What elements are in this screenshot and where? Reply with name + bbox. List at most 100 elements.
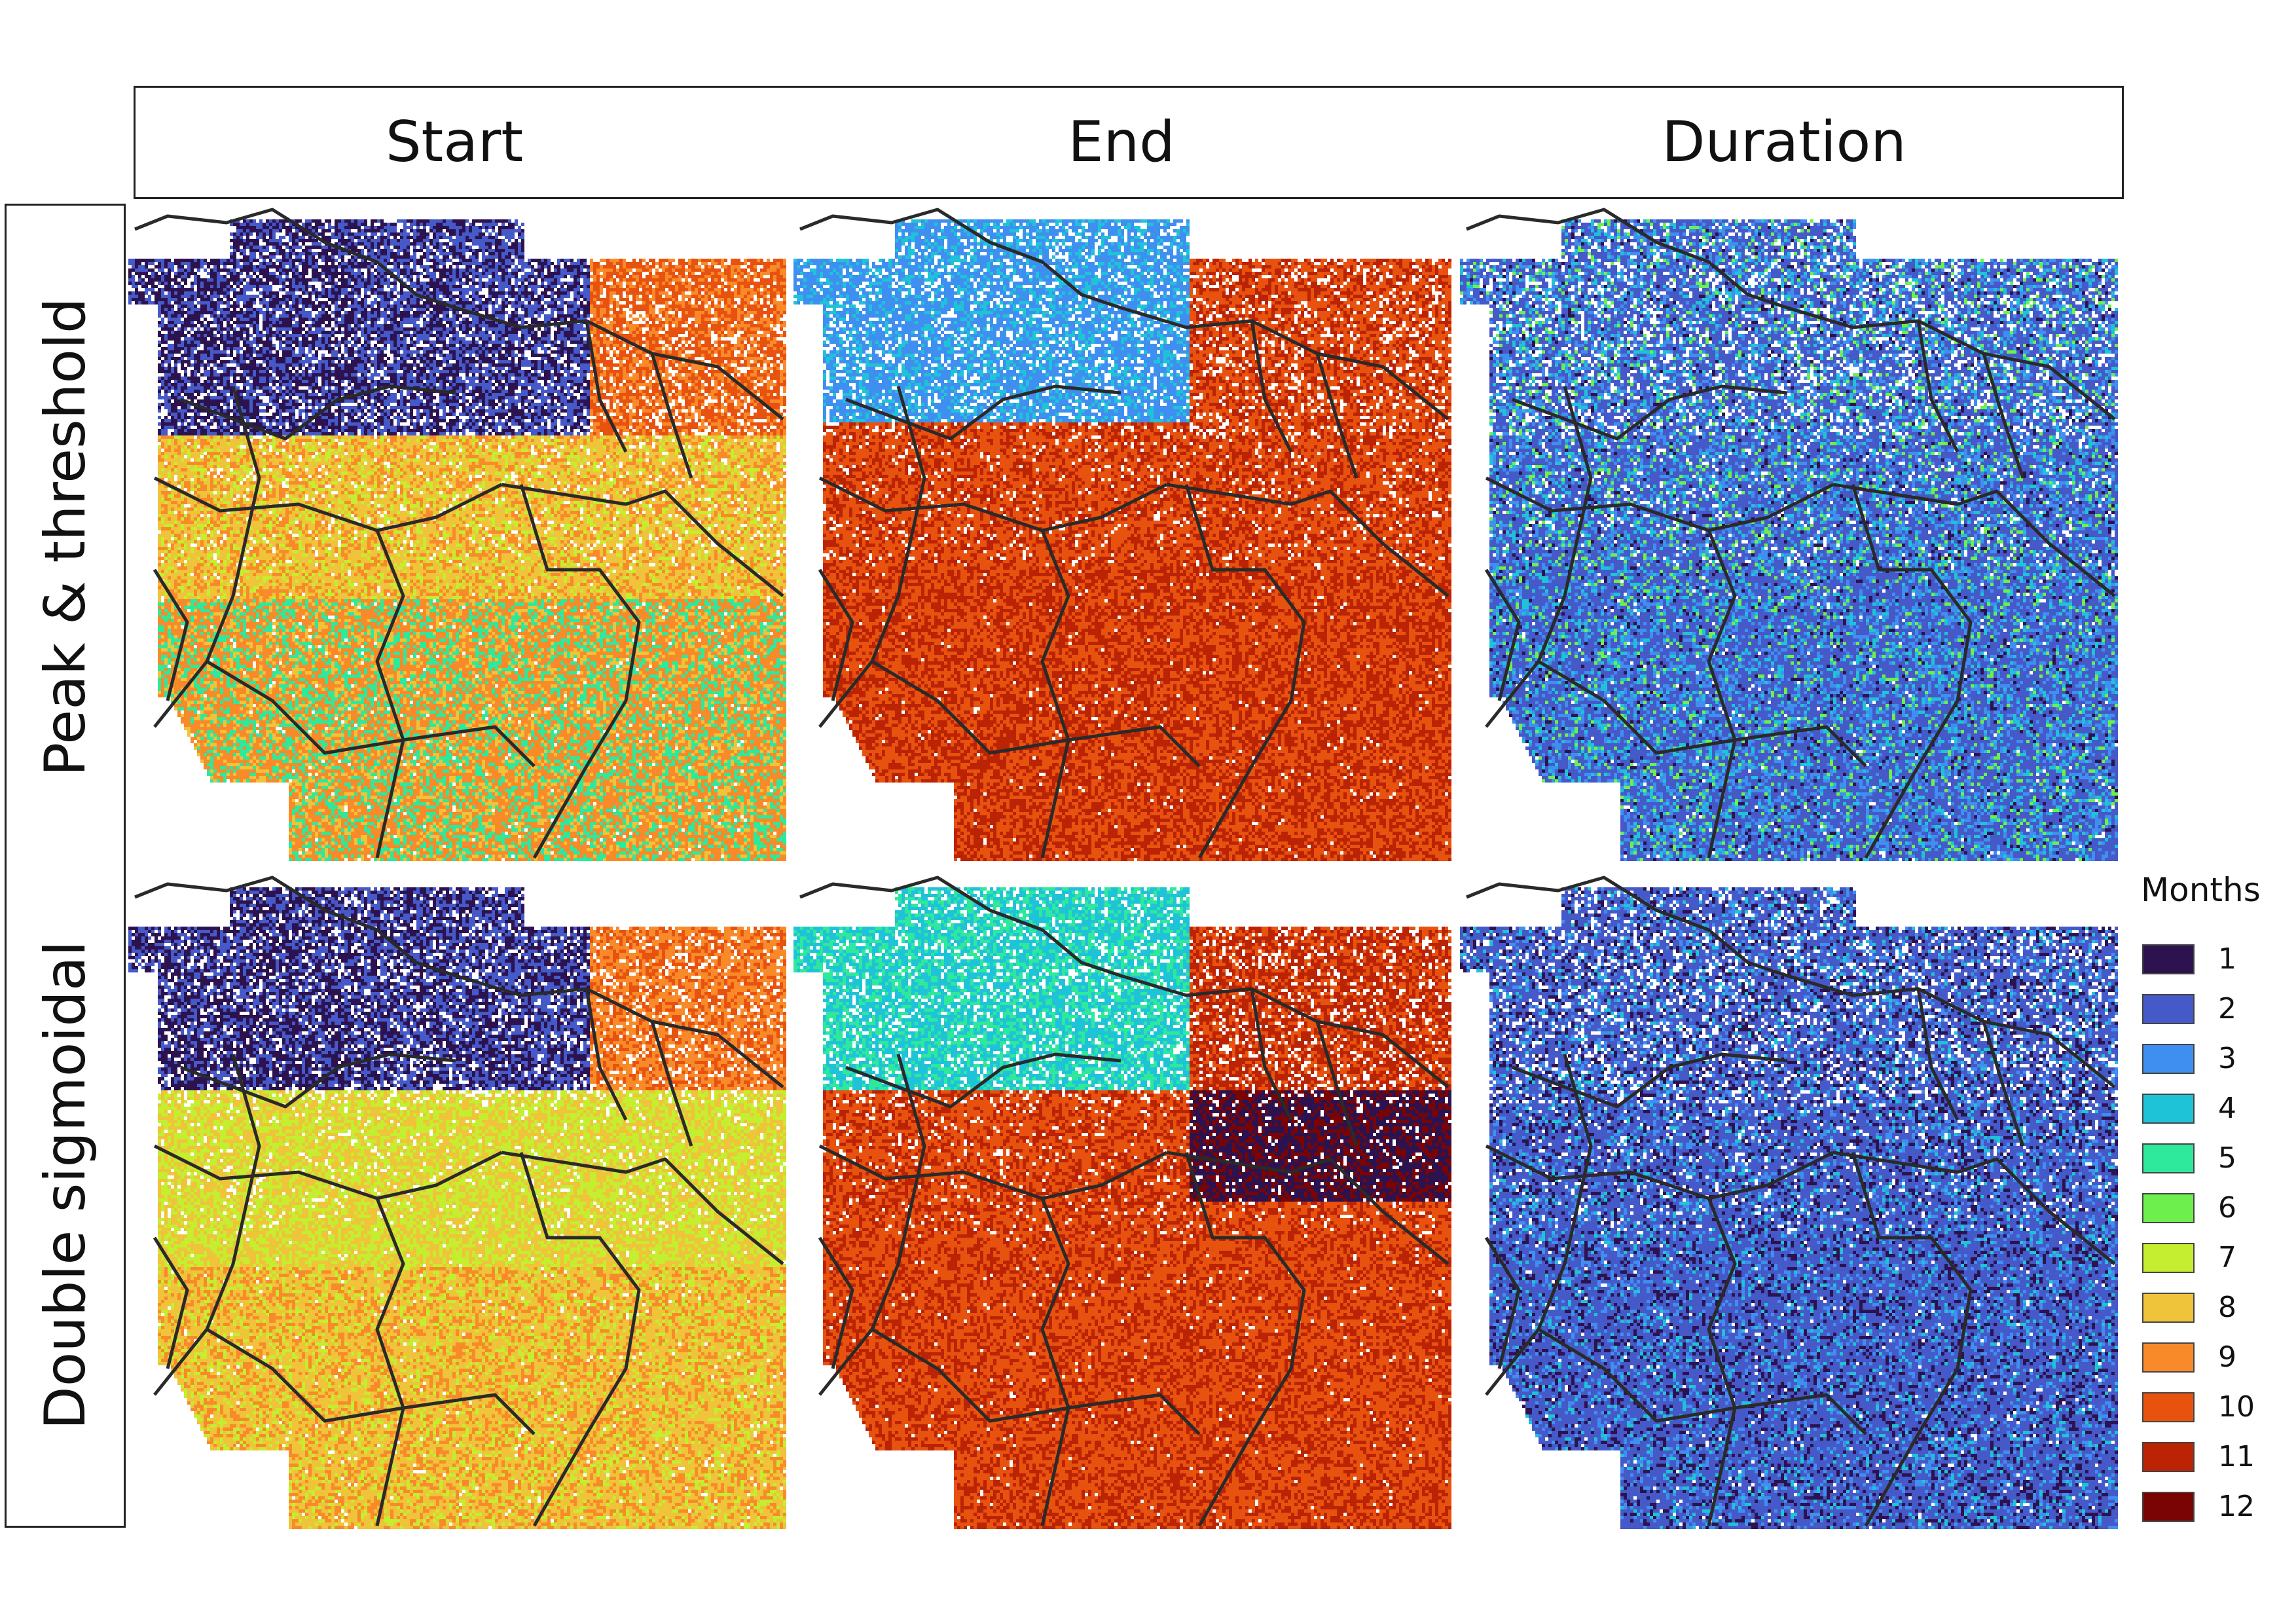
column-title-start: Start bbox=[385, 109, 524, 175]
border-line bbox=[845, 384, 1121, 441]
border-line bbox=[519, 484, 641, 859]
border-line bbox=[1315, 353, 1358, 479]
legend-swatch bbox=[2142, 1143, 2195, 1173]
legend-swatch bbox=[2142, 1243, 2195, 1273]
border-line bbox=[845, 1052, 1121, 1109]
border-line bbox=[180, 1052, 456, 1109]
legend-swatch bbox=[2142, 994, 2195, 1024]
border-line bbox=[1040, 1198, 1070, 1526]
legend-label: 3 bbox=[2218, 1042, 2236, 1075]
border-line bbox=[153, 568, 189, 701]
border-line bbox=[375, 530, 405, 858]
legend-swatch bbox=[2142, 1293, 2195, 1323]
border-line bbox=[1250, 320, 1293, 453]
border-line bbox=[519, 1152, 641, 1527]
column-title-duration: Duration bbox=[1662, 109, 1906, 175]
border-line bbox=[818, 568, 854, 701]
border-line bbox=[1484, 568, 1521, 701]
legend-label: 5 bbox=[2218, 1141, 2236, 1175]
country-borders bbox=[1466, 876, 2116, 1527]
legend-swatch bbox=[2142, 1492, 2195, 1522]
border-line bbox=[1040, 530, 1070, 858]
border-line bbox=[1512, 1052, 1788, 1109]
border-line bbox=[1315, 1021, 1358, 1147]
border-line bbox=[818, 1054, 926, 1396]
border-line bbox=[153, 1054, 261, 1396]
border-line bbox=[1537, 659, 1867, 767]
country-borders bbox=[134, 208, 784, 859]
border-line bbox=[871, 1327, 1201, 1435]
border-line bbox=[1184, 1152, 1306, 1527]
border-line bbox=[153, 1236, 189, 1369]
legend-label: 11 bbox=[2218, 1440, 2255, 1473]
border-line bbox=[206, 1327, 536, 1435]
country-borders bbox=[1466, 208, 2116, 859]
column-title-end: End bbox=[1068, 109, 1175, 175]
legend-label: 8 bbox=[2218, 1291, 2236, 1324]
border-line bbox=[1982, 353, 2025, 479]
border-line bbox=[1537, 1327, 1867, 1435]
border-line bbox=[1166, 1151, 1449, 1265]
border-line bbox=[1166, 483, 1449, 597]
border-line bbox=[153, 476, 503, 532]
legend-label: 2 bbox=[2218, 992, 2236, 1025]
legend-swatch bbox=[2142, 1442, 2195, 1472]
border-line bbox=[650, 353, 693, 479]
border-line bbox=[1485, 386, 1593, 728]
border-line bbox=[818, 386, 926, 728]
map-duration-double-sigmoidal bbox=[1460, 871, 2118, 1529]
row-header-box bbox=[5, 204, 126, 1528]
legend-label: 9 bbox=[2218, 1340, 2236, 1374]
map-end-double-sigmoidal bbox=[793, 871, 1451, 1529]
border-line bbox=[818, 476, 1168, 532]
legend-label: 4 bbox=[2218, 1092, 2236, 1125]
border-line bbox=[1832, 1151, 2116, 1265]
legend-swatch bbox=[2142, 1044, 2195, 1074]
country-borders bbox=[799, 208, 1449, 859]
legend-label: 7 bbox=[2218, 1241, 2236, 1274]
border-line bbox=[180, 384, 456, 441]
country-borders bbox=[134, 876, 784, 1527]
border-line bbox=[153, 386, 261, 728]
border-line bbox=[1851, 1152, 1973, 1527]
border-line bbox=[1916, 320, 1959, 453]
legend-swatch bbox=[2142, 944, 2195, 974]
legend-swatch bbox=[2142, 1342, 2195, 1373]
border-line bbox=[1250, 988, 1293, 1121]
border-line bbox=[1485, 1054, 1593, 1396]
map-start-peak-threshold bbox=[128, 203, 786, 861]
border-line bbox=[1707, 530, 1737, 858]
legend-label: 10 bbox=[2218, 1390, 2255, 1424]
legend-label: 12 bbox=[2218, 1490, 2255, 1523]
border-line bbox=[1851, 484, 1973, 859]
legend-swatch bbox=[2142, 1392, 2195, 1422]
border-line bbox=[585, 988, 628, 1121]
legend-title: Months bbox=[2141, 871, 2261, 909]
map-duration-peak-threshold bbox=[1460, 203, 2118, 861]
legend-label: 1 bbox=[2218, 942, 2236, 976]
row-title-double-sigmoidal: Double sigmoidal bbox=[33, 940, 98, 1430]
border-line bbox=[1485, 476, 1834, 532]
border-line bbox=[1485, 1144, 1834, 1200]
border-line bbox=[818, 1144, 1168, 1200]
border-line bbox=[1707, 1198, 1737, 1526]
border-line bbox=[206, 659, 536, 767]
legend-label: 6 bbox=[2218, 1191, 2236, 1225]
border-line bbox=[585, 320, 628, 453]
border-line bbox=[871, 659, 1201, 767]
border-line bbox=[1832, 483, 2116, 597]
row-title-peak-threshold: Peak & threshold bbox=[33, 297, 98, 777]
border-line bbox=[375, 1198, 405, 1526]
border-line bbox=[1512, 384, 1788, 441]
border-line bbox=[1184, 484, 1306, 859]
border-line bbox=[501, 483, 784, 597]
border-line bbox=[501, 1151, 784, 1265]
legend-swatch bbox=[2142, 1094, 2195, 1124]
legend-swatch bbox=[2142, 1193, 2195, 1223]
border-line bbox=[153, 1144, 503, 1200]
border-line bbox=[1916, 988, 1959, 1121]
map-start-double-sigmoidal bbox=[128, 871, 786, 1529]
country-borders bbox=[799, 876, 1449, 1527]
border-line bbox=[818, 1236, 854, 1369]
column-header-box bbox=[134, 86, 2124, 199]
